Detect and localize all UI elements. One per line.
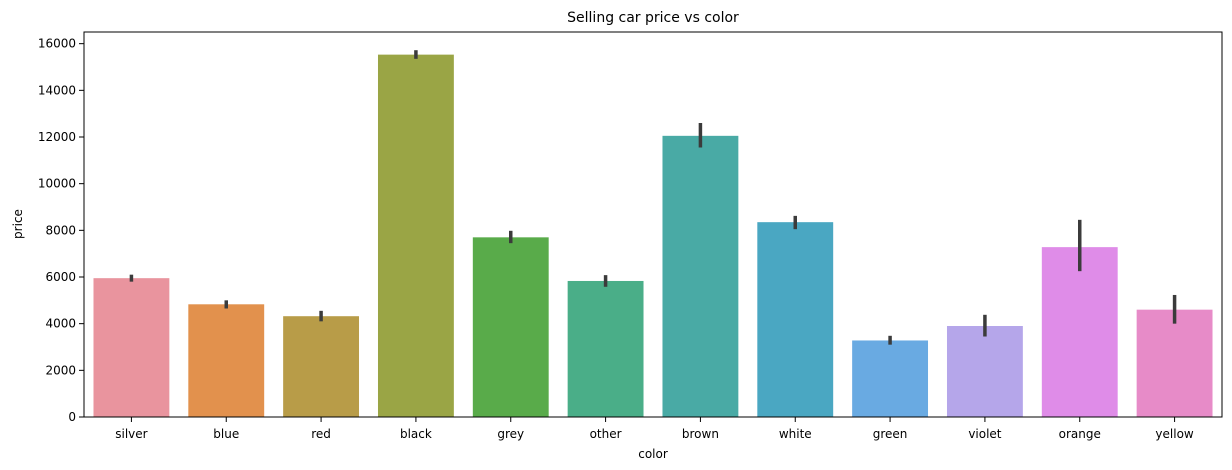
chart-title: Selling car price vs color (567, 10, 739, 26)
x-tick-label-red: red (311, 427, 331, 441)
bar-red (283, 316, 360, 417)
x-tick-label-violet: violet (968, 427, 1001, 441)
y-tick-label: 6000 (45, 270, 76, 284)
x-tick-label-silver: silver (115, 427, 147, 441)
x-tick-label-other: other (590, 427, 622, 441)
y-tick-label: 12000 (38, 130, 76, 144)
x-tick-label-orange: orange (1059, 427, 1101, 441)
y-tick-label: 8000 (45, 223, 76, 237)
plot-area: 0 2000 4000 6000 8000 10000 12000 14000 16000 sil… (38, 37, 1213, 441)
y-tick-label: 14000 (38, 83, 76, 97)
x-tick-label-grey: grey (497, 427, 524, 441)
y-tick-label: 0 (68, 410, 76, 424)
bar-orange (1041, 247, 1118, 417)
x-tick-label-blue: blue (213, 427, 239, 441)
y-tick-label: 10000 (38, 177, 76, 191)
x-tick-label-black: black (400, 427, 432, 441)
x-axis-label: color (638, 447, 668, 461)
y-tick-label: 16000 (38, 37, 76, 51)
plot-frame (83, 31, 1223, 418)
y-tick-label: 4000 (45, 317, 76, 331)
x-tick-label-white: white (779, 427, 812, 441)
bar-violet (946, 326, 1023, 417)
bar-black (377, 54, 454, 418)
x-tick-label-yellow: yellow (1155, 427, 1193, 441)
y-tick-label: 2000 (45, 363, 76, 377)
bar-other (567, 280, 644, 417)
bar-green (852, 340, 929, 417)
x-tick-label-green: green (873, 427, 908, 441)
y-axis-label: price (11, 209, 25, 239)
bar-yellow (1136, 309, 1213, 417)
bar-grey (472, 237, 549, 417)
bar-brown (662, 135, 739, 418)
bar-silver (93, 278, 170, 417)
x-tick-label-brown: brown (682, 427, 719, 441)
bar-white (757, 222, 834, 417)
bar-blue (188, 304, 265, 417)
